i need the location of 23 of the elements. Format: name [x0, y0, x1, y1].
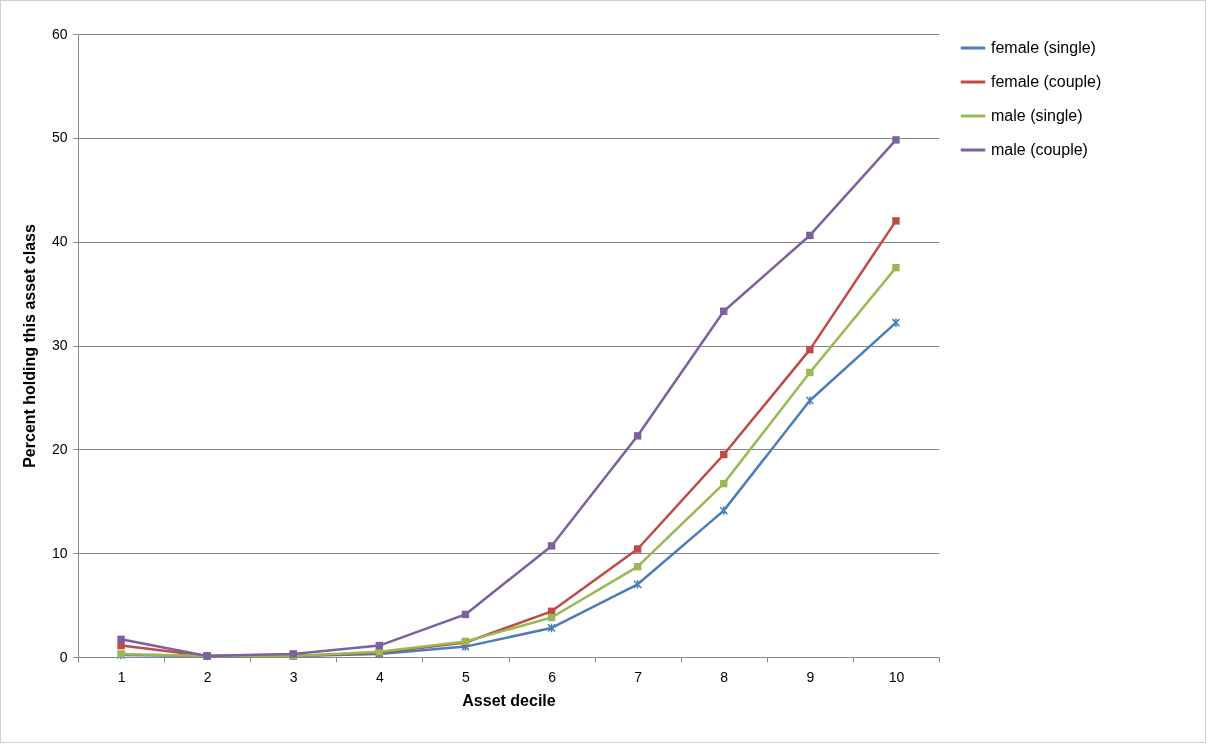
legend-label: male (single): [991, 107, 1083, 124]
x-tick-label: 6: [548, 668, 557, 685]
x-tick-label: 5: [462, 668, 471, 685]
y-tick-label: 50: [51, 129, 68, 146]
legend-label: male (couple): [991, 141, 1088, 158]
y-tick-label: 40: [51, 233, 68, 250]
y-tick-label: 20: [51, 440, 68, 457]
x-tick-label: 7: [634, 668, 643, 685]
y-tick-label: 30: [51, 337, 68, 353]
legend-label: female (single): [991, 39, 1096, 56]
y-tick-label: 10: [51, 544, 68, 561]
x-tick-label: 3: [289, 668, 298, 685]
legend-label: female (couple): [991, 73, 1102, 90]
x-tick-label: 10: [888, 668, 905, 685]
y-axis-title: Percent holding this asset class: [20, 224, 38, 468]
x-tick-label: 2: [203, 668, 212, 685]
x-axis-title: Asset decile: [462, 691, 556, 709]
y-tick-label: 60: [51, 25, 68, 42]
x-tick-label: 1: [117, 668, 126, 685]
y-tick-label: 0: [59, 648, 68, 665]
x-tick-label: 9: [806, 668, 815, 685]
x-tick-label: 8: [720, 668, 729, 685]
x-tick-label: 4: [375, 668, 384, 685]
